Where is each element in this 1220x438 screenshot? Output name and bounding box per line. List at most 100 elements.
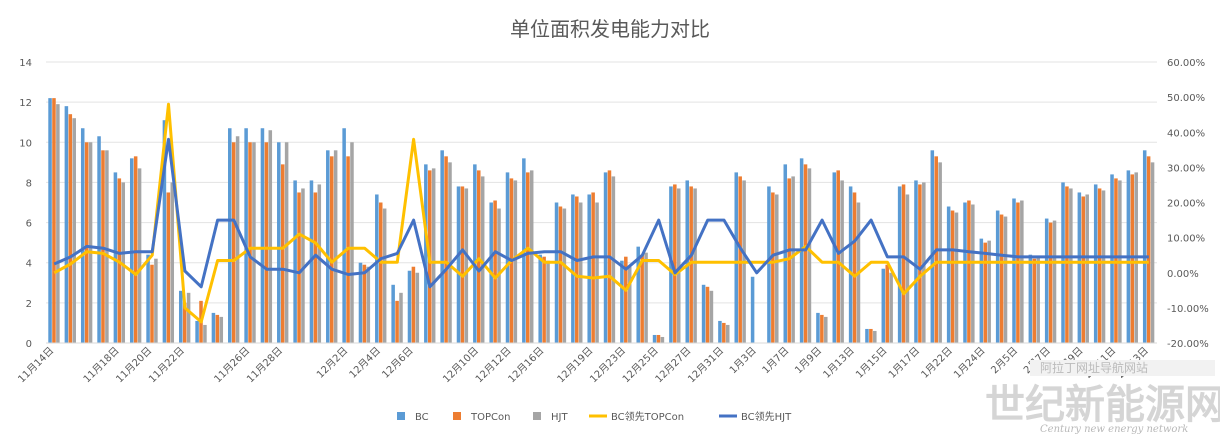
bar-bc (178, 290, 183, 343)
bar-bc (914, 180, 918, 343)
left-tick-label: 10 (19, 138, 32, 149)
bar-bc (1028, 254, 1033, 343)
legend-swatch (533, 412, 541, 420)
line-series (53, 102, 1149, 324)
bar-topcon (477, 170, 481, 343)
x-tick-label: 11月22日 (146, 345, 187, 386)
legend-swatch (453, 412, 461, 420)
x-tick-label: 12月2日 (314, 345, 350, 381)
bar-hjt (170, 182, 175, 343)
bar-bc (946, 206, 951, 343)
bar-bc (97, 136, 101, 343)
bar-bc (64, 106, 69, 344)
bar-hjt (154, 258, 158, 343)
bar-topcon (378, 202, 383, 343)
bar-topcon (460, 186, 465, 343)
bar-hjt (873, 330, 877, 343)
bar-bc (391, 284, 395, 343)
bar-hjt (333, 150, 338, 343)
bar-topcon (558, 206, 563, 343)
legend: BC TOPCon HJT BC领先TOPCon BC领先HJT (397, 410, 792, 423)
right-axis: -20.00% -10.00% 0.00% 10.00% 20.00% 30.00% 40.… (1167, 58, 1209, 350)
bar-hjt (905, 194, 910, 343)
bar-topcon (1130, 174, 1135, 343)
bar-hjt (595, 202, 599, 343)
bar-bc (424, 164, 428, 343)
bar-bc (375, 194, 379, 343)
bar-topcon (362, 264, 367, 343)
bar-hjt (807, 168, 812, 343)
bar-bc (979, 238, 984, 343)
bar-topcon (411, 266, 416, 343)
bar-topcon (689, 186, 693, 343)
bar-bc (930, 150, 935, 343)
left-tick-label: 14 (19, 58, 32, 69)
bar-hjt (938, 162, 942, 343)
left-axis: 0 2 4 6 8 10 12 14 (19, 58, 32, 350)
x-tick-label: 1月13日 (821, 345, 857, 381)
legend-label: BC领先TOPCon (611, 410, 684, 423)
bar-bc (832, 172, 837, 343)
bar-bc (848, 186, 853, 343)
bar-hjt (56, 104, 60, 344)
bar-hjt (415, 272, 420, 343)
bar-hjt (1003, 216, 1008, 343)
bar-topcon (84, 142, 89, 343)
right-tick-label: 30.00% (1167, 163, 1205, 174)
bar-topcon (493, 200, 497, 343)
bar-hjt (562, 208, 567, 343)
legend-label: BC (415, 412, 429, 423)
x-tick-label: 1月17日 (886, 345, 922, 381)
bar-hjt (121, 182, 126, 343)
bar-bc (195, 320, 199, 343)
bar-hjt (366, 266, 371, 343)
bar-topcon (803, 164, 808, 343)
bar-hjt (350, 142, 354, 343)
bar-hjt (1036, 256, 1040, 343)
bar-bc (211, 312, 216, 343)
x-tick-label: 11月28日 (244, 345, 285, 386)
line-BC领先HJT (53, 137, 1149, 289)
bar-bc (342, 128, 346, 343)
bar-hjt (301, 188, 305, 343)
bar-topcon (166, 192, 171, 343)
bar-hjt (431, 168, 436, 343)
bar-bc (995, 210, 1000, 343)
bar-topcon (1032, 258, 1037, 343)
bar-topcon (983, 242, 988, 343)
bar-hjt (219, 316, 224, 343)
bar-topcon (215, 314, 220, 343)
bar-topcon (885, 264, 889, 343)
bar-bc (113, 172, 118, 343)
x-tick-label: 1月9日 (793, 345, 825, 377)
bar-topcon (395, 300, 399, 343)
bar-hjt (513, 180, 518, 343)
bar-topcon (52, 98, 56, 343)
watermark-logo-text: 世纪新能源网 (985, 381, 1220, 428)
bar-bc (1044, 218, 1049, 343)
bar-bc (244, 128, 248, 343)
bar-topcon (248, 142, 252, 343)
line-BC领先TOPCon (53, 102, 1149, 324)
bar-hjt (791, 176, 795, 343)
bar-hjt (693, 188, 697, 343)
bar-hjt (578, 202, 583, 343)
right-tick-label: -20.00% (1167, 339, 1209, 350)
bar-bc (963, 202, 967, 343)
legend-label: TOPCon (470, 412, 510, 423)
bar-topcon (656, 334, 661, 343)
bar-bc (783, 164, 788, 343)
x-tick-label: 12月4日 (347, 345, 383, 381)
bar-bc (636, 246, 640, 343)
watermark-english-text: Century new energy network (1040, 424, 1188, 435)
bar-topcon (182, 302, 187, 343)
bar-hjt (382, 208, 387, 343)
bar-bc (538, 254, 542, 343)
bar-hjt (252, 142, 256, 343)
bar-hjt (399, 292, 403, 343)
bar-bc (701, 284, 706, 343)
bar-bc (260, 128, 265, 343)
legend-swatch (397, 412, 405, 420)
chart-title: 单位面积发电能力对比 (510, 17, 710, 41)
